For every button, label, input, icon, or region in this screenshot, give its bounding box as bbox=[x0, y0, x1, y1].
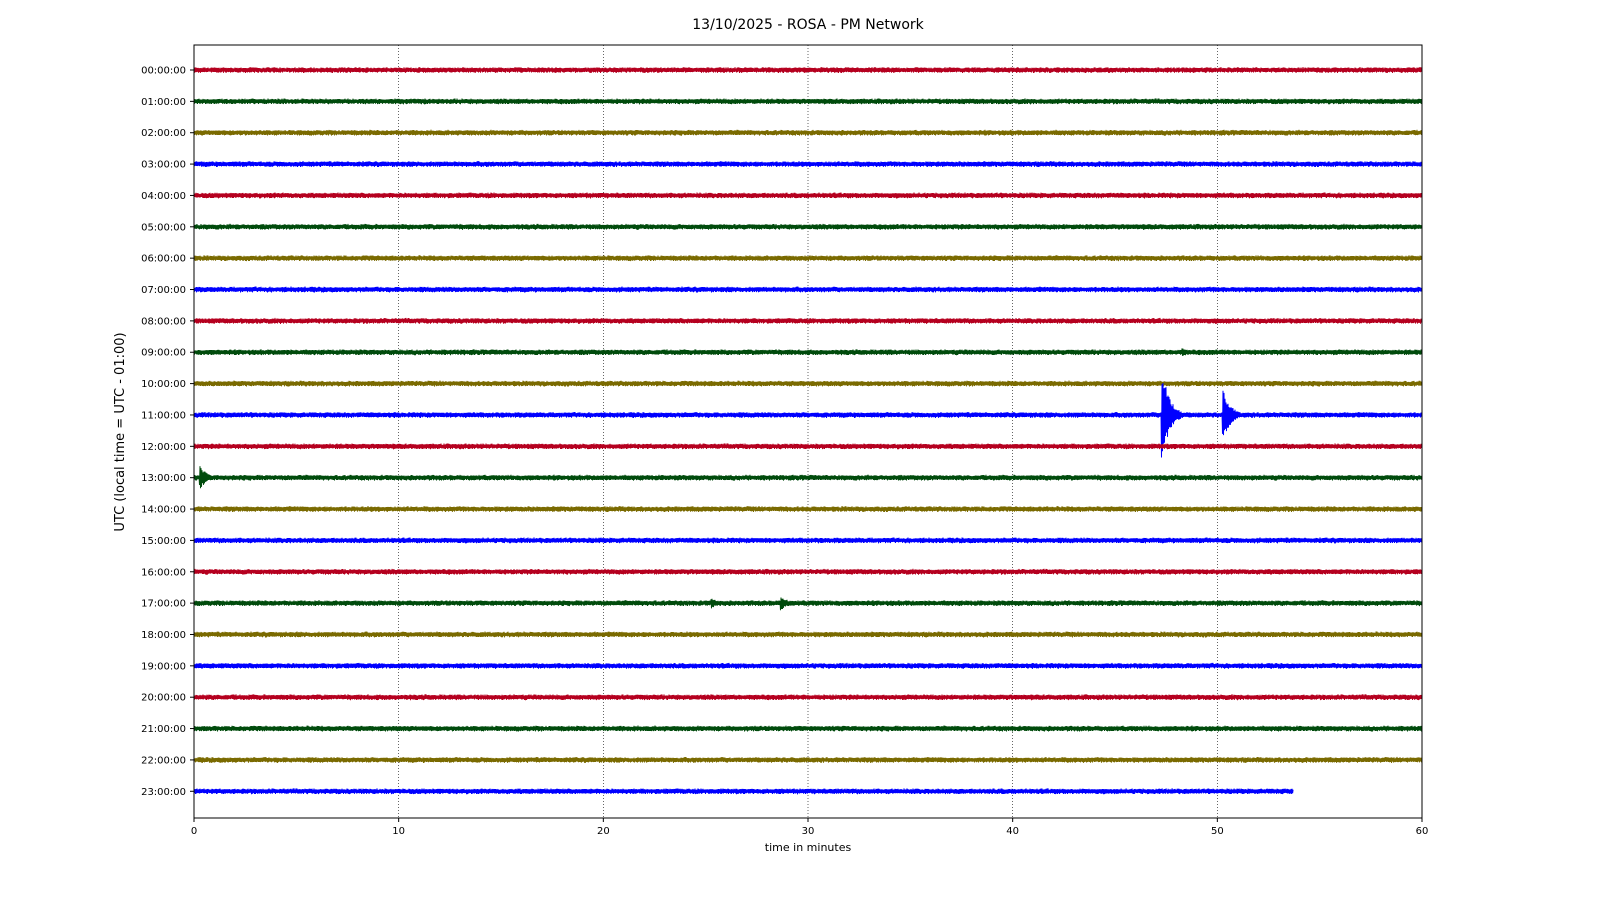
trace-16-00-00 bbox=[193, 568, 1423, 575]
trace-21-00-00 bbox=[193, 725, 1423, 732]
y-tick-label: 08:00:00 bbox=[141, 316, 186, 327]
trace-09-00-00 bbox=[193, 348, 1423, 356]
y-tick-label: 23:00:00 bbox=[141, 787, 186, 798]
y-tick-label: 15:00:00 bbox=[141, 536, 186, 547]
trace-05-00-00 bbox=[193, 223, 1423, 230]
x-tick-label: 30 bbox=[802, 826, 815, 837]
y-tick-label: 14:00:00 bbox=[141, 505, 186, 516]
chart-title: 13/10/2025 - ROSA - PM Network bbox=[692, 17, 924, 33]
y-tick-label: 00:00:00 bbox=[141, 66, 186, 77]
y-tick-label: 07:00:00 bbox=[141, 285, 186, 296]
trace-03-00-00 bbox=[193, 161, 1423, 168]
x-tick-label: 60 bbox=[1416, 826, 1429, 837]
y-tick-label: 21:00:00 bbox=[141, 724, 186, 735]
trace-13-00-00 bbox=[193, 466, 1423, 489]
trace-10-00-00 bbox=[193, 380, 1423, 387]
trace-23-00-00 bbox=[193, 788, 1294, 795]
y-ticks: 00:00:00 01:00:00 02:00:00 03:00:00 04:00:00… bbox=[141, 66, 194, 798]
trace-17-00-00 bbox=[193, 597, 1423, 611]
y-tick-label: 19:00:00 bbox=[141, 661, 186, 672]
y-tick-label: 05:00:00 bbox=[141, 222, 186, 233]
x-tick-label: 20 bbox=[597, 826, 610, 837]
y-tick-label: 12:00:00 bbox=[141, 442, 186, 453]
trace-19-00-00 bbox=[193, 662, 1423, 669]
y-tick-label: 20:00:00 bbox=[141, 693, 186, 704]
y-axis-label: UTC (local time = UTC - 01:00) bbox=[113, 332, 128, 531]
trace-00-00-00 bbox=[193, 66, 1423, 74]
x-tick-label: 40 bbox=[1006, 826, 1019, 837]
trace-18-00-00 bbox=[193, 631, 1423, 638]
trace-04-00-00 bbox=[193, 192, 1423, 199]
trace-08-00-00 bbox=[193, 317, 1423, 324]
y-tick-label: 01:00:00 bbox=[141, 97, 186, 108]
y-tick-label: 06:00:00 bbox=[141, 254, 186, 265]
y-tick-label: 04:00:00 bbox=[141, 191, 186, 202]
y-tick-label: 09:00:00 bbox=[141, 348, 186, 359]
y-tick-label: 02:00:00 bbox=[141, 128, 186, 139]
trace-11-00-00 bbox=[193, 382, 1423, 458]
grid-lines bbox=[398, 45, 1218, 818]
x-tick-label: 50 bbox=[1211, 826, 1224, 837]
x-axis-label: time in minutes bbox=[765, 841, 852, 854]
x-tick-label: 0 bbox=[191, 826, 197, 837]
trace-12-00-00 bbox=[193, 443, 1423, 450]
trace-15-00-00 bbox=[193, 537, 1423, 544]
y-tick-label: 18:00:00 bbox=[141, 630, 186, 641]
y-tick-label: 10:00:00 bbox=[141, 379, 186, 390]
trace-layer bbox=[193, 66, 1423, 795]
y-tick-label: 22:00:00 bbox=[141, 755, 186, 766]
trace-20-00-00 bbox=[193, 694, 1423, 701]
trace-06-00-00 bbox=[193, 255, 1423, 262]
y-tick-label: 16:00:00 bbox=[141, 567, 186, 578]
y-tick-label: 17:00:00 bbox=[141, 599, 186, 610]
trace-22-00-00 bbox=[193, 756, 1423, 763]
y-tick-label: 11:00:00 bbox=[141, 410, 186, 421]
trace-02-00-00 bbox=[193, 129, 1423, 136]
trace-01-00-00 bbox=[193, 98, 1423, 105]
x-tick-label: 10 bbox=[392, 826, 405, 837]
x-ticks: 0 10 20 30 40 50 60 bbox=[191, 818, 1429, 837]
y-tick-label: 03:00:00 bbox=[141, 160, 186, 171]
y-tick-label: 13:00:00 bbox=[141, 473, 186, 484]
trace-07-00-00 bbox=[193, 286, 1423, 293]
trace-14-00-00 bbox=[193, 506, 1423, 513]
